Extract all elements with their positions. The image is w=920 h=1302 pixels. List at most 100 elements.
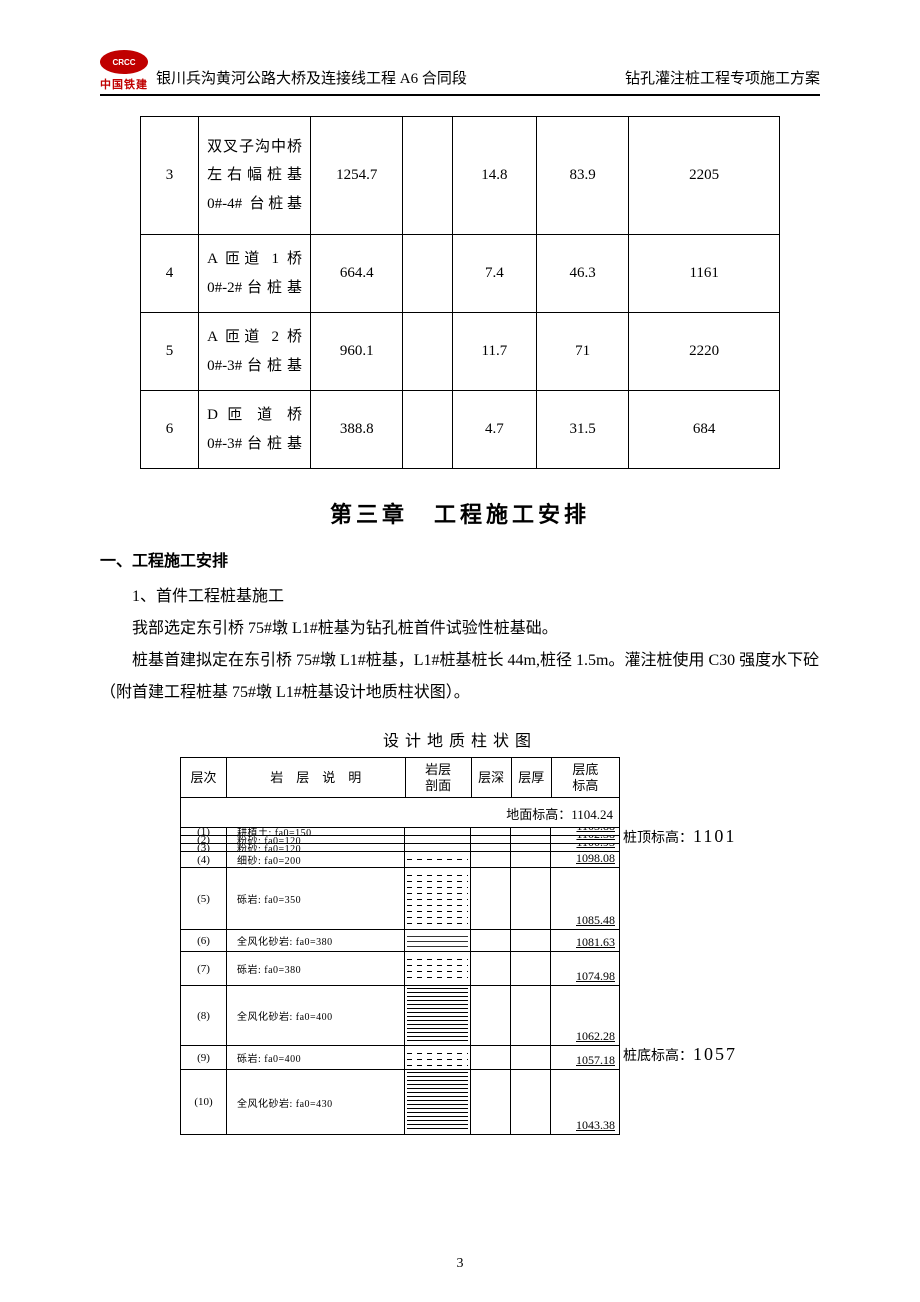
header-title-left: 银川兵沟黄河公路大桥及连接线工程 A6 合同段 <box>156 67 467 88</box>
section-heading: 一、工程施工安排 <box>100 547 820 571</box>
quantity-table: 3双叉子沟中桥左右幅桩基 0#-4# 台桩基1254.714.883.92205… <box>140 116 780 469</box>
geo-layer-index: (1) <box>181 828 227 836</box>
page-number: 3 <box>0 1256 920 1272</box>
geo-layer-elevation: 1057.18 <box>551 1046 619 1070</box>
geo-layer-thickness <box>511 828 551 836</box>
geo-layer-index: (9) <box>181 1046 227 1070</box>
geology-body: 地面标高：1104.24 (1)耕植土: fa0=1501103.88(2)粉砂… <box>180 798 620 1135</box>
geo-layer-elevation: 1100.93 <box>551 844 619 852</box>
geo-header-cell: 层次 <box>181 758 227 798</box>
geo-header-cell: 岩层剖面 <box>405 758 471 798</box>
annot-label: 桩顶标高： <box>623 831 693 846</box>
geo-layer-desc: 全风化砂岩: fa0=380 <box>227 930 405 952</box>
geo-layer-desc: 粉砂: fa0=120 <box>227 836 405 844</box>
table-cell: 664.4 <box>310 235 403 313</box>
document-page: CRCC 中国铁建 银川兵沟黄河公路大桥及连接线工程 A6 合同段 钻孔灌注桩工… <box>0 0 920 1302</box>
table-cell: 4.7 <box>452 391 536 469</box>
geo-layer-depth <box>471 1046 511 1070</box>
geo-layer-elevation: 1074.98 <box>551 952 619 986</box>
geo-layer-row: (6)全风化砂岩: fa0=380 1081.63 <box>181 930 619 952</box>
geo-layer-profile <box>405 868 471 930</box>
geo-layer-thickness <box>511 986 551 1046</box>
table-cell: A 匝道 1 桥0#-2#台桩基 <box>199 235 311 313</box>
logo-icon: CRCC <box>100 50 148 74</box>
geo-layer-desc: 粉砂: fa0=120 <box>227 844 405 852</box>
table-cell: 31.5 <box>536 391 629 469</box>
geo-layer-thickness <box>511 852 551 868</box>
geo-layer-thickness <box>511 836 551 844</box>
table-cell <box>403 391 452 469</box>
geo-layer-elevation: 1102.38 <box>551 836 619 844</box>
table-cell: 11.7 <box>452 313 536 391</box>
geo-layer-index: (3) <box>181 844 227 852</box>
geo-layer-desc: 全风化砂岩: fa0=430 <box>227 1070 405 1134</box>
geo-layer-profile <box>405 844 471 852</box>
geo-layer-elevation: 1103.88 <box>551 828 619 836</box>
table-cell: 1161 <box>629 235 780 313</box>
geo-header-cell: 层厚 <box>511 758 551 798</box>
geo-layer-row: (1)耕植土: fa0=150 1103.88 <box>181 828 619 836</box>
annot-value: 1057 <box>693 1044 737 1064</box>
geo-layer-depth <box>471 868 511 930</box>
table-cell: 6 <box>141 391 199 469</box>
header-title-right: 钻孔灌注桩工程专项施工方案 <box>625 67 820 88</box>
table-cell: 7.4 <box>452 235 536 313</box>
geo-layer-depth <box>471 952 511 986</box>
table-cell: 46.3 <box>536 235 629 313</box>
geo-layer-row: (2)粉砂: fa0=1201102.38 <box>181 836 619 844</box>
pile-bottom-annotation: 桩底标高：1057 <box>623 1044 737 1065</box>
table-cell: 4 <box>141 235 199 313</box>
table-cell: 1254.7 <box>310 117 403 235</box>
geo-layer-elevation: 1098.08 <box>551 852 619 868</box>
table-cell: A 匝道 2 桥0#-3#台桩基 <box>199 313 311 391</box>
table-cell: 3 <box>141 117 199 235</box>
header-title: 银川兵沟黄河公路大桥及连接线工程 A6 合同段 钻孔灌注桩工程专项施工方案 <box>156 67 820 92</box>
geo-layer-row: (3)粉砂: fa0=120 1100.93 <box>181 844 619 852</box>
table-row: 3双叉子沟中桥左右幅桩基 0#-4# 台桩基1254.714.883.92205 <box>141 117 780 235</box>
logo: CRCC 中国铁建 <box>100 50 148 92</box>
geo-layer-desc: 耕植土: fa0=150 <box>227 828 405 836</box>
geo-layer-profile <box>405 1046 471 1070</box>
table-cell: 14.8 <box>452 117 536 235</box>
geo-layer-desc: 砾岩: fa0=350 <box>227 868 405 930</box>
geo-layer-desc: 全风化砂岩: fa0=400 <box>227 986 405 1046</box>
geo-layer-profile <box>405 952 471 986</box>
figure-caption: 设计地质柱状图 <box>100 727 820 751</box>
geo-layer-row: (7)砾岩: fa0=3801074.98 <box>181 952 619 986</box>
table-cell: 684 <box>629 391 780 469</box>
table-row: 6D 匝 道 桥0#-3#台桩基388.84.731.5684 <box>141 391 780 469</box>
geo-layer-thickness <box>511 930 551 952</box>
geo-layer-desc: 细砂: fa0=200 <box>227 852 405 868</box>
geo-layer-elevation: 1081.63 <box>551 930 619 952</box>
geo-layer-depth <box>471 930 511 952</box>
table-cell <box>403 235 452 313</box>
geo-layer-elevation: 1043.38 <box>551 1070 619 1134</box>
geo-layer-row: (8)全风化砂岩: fa0=400 1062.28 <box>181 986 619 1046</box>
page-header: CRCC 中国铁建 银川兵沟黄河公路大桥及连接线工程 A6 合同段 钻孔灌注桩工… <box>100 50 820 96</box>
geo-layer-desc: 砾岩: fa0=400 <box>227 1046 405 1070</box>
geo-layer-elevation: 1062.28 <box>551 986 619 1046</box>
geo-layer-profile <box>405 836 471 844</box>
geo-header-cell: 岩 层 说 明 <box>227 758 405 798</box>
table-cell: 960.1 <box>310 313 403 391</box>
geo-layer-desc: 砾岩: fa0=380 <box>227 952 405 986</box>
geo-layer-thickness <box>511 844 551 852</box>
geo-layer-profile <box>405 930 471 952</box>
table-cell: 双叉子沟中桥左右幅桩基 0#-4# 台桩基 <box>199 117 311 235</box>
geo-layer-depth <box>471 828 511 836</box>
geo-layer-thickness <box>511 952 551 986</box>
table-cell: 5 <box>141 313 199 391</box>
table-cell: 2220 <box>629 313 780 391</box>
paragraph: 桩基首建拟定在东引桥 75#墩 L1#桩基，L1#桩基桩长 44m,桩径 1.5… <box>100 645 820 709</box>
annot-label: 桩底标高： <box>623 1049 693 1064</box>
geo-layer-index: (8) <box>181 986 227 1046</box>
geo-layer-row: (5)砾岩: fa0=3501085.48 <box>181 868 619 930</box>
table-cell <box>403 313 452 391</box>
geo-layer-thickness <box>511 1070 551 1134</box>
geo-layer-thickness <box>511 868 551 930</box>
geo-layer-row: (4)细砂: fa0=2001098.08 <box>181 852 619 868</box>
geo-layer-elevation: 1085.48 <box>551 868 619 930</box>
chapter-title: 第三章 工程施工安排 <box>100 497 820 529</box>
geo-layer-index: (6) <box>181 930 227 952</box>
geo-layer-row: (9)砾岩: fa0=400 1057.18 <box>181 1046 619 1070</box>
